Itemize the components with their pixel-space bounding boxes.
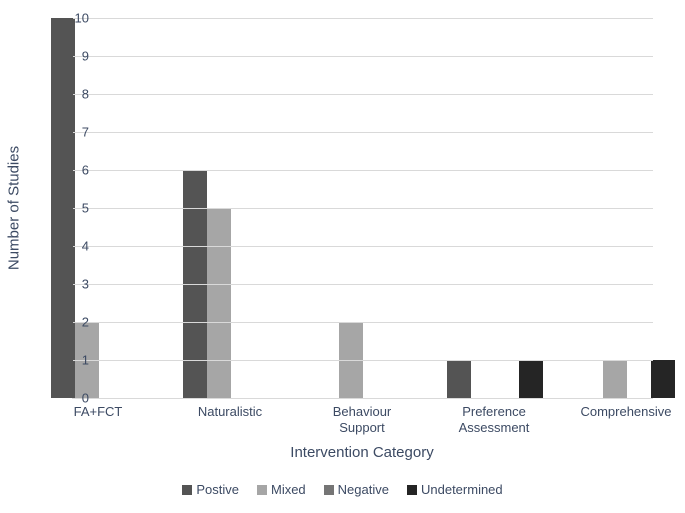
legend-swatch [407, 485, 417, 495]
legend-swatch [182, 485, 192, 495]
bar [207, 208, 231, 398]
y-tick-label: 5 [65, 201, 89, 216]
gridline [73, 132, 653, 133]
legend-label: Negative [338, 482, 389, 497]
bar [519, 360, 543, 398]
legend-item: Mixed [257, 482, 306, 497]
x-axis-label: Intervention Category [72, 444, 652, 461]
gridline [73, 246, 653, 247]
gridline [73, 208, 653, 209]
y-tick-label: 6 [65, 163, 89, 178]
y-tick-label: 8 [65, 87, 89, 102]
y-tick-label: 7 [65, 125, 89, 140]
y-tick-label: 9 [65, 49, 89, 64]
legend-item: Negative [324, 482, 389, 497]
y-tick-label: 4 [65, 239, 89, 254]
gridline [73, 322, 653, 323]
y-tick-label: 1 [65, 353, 89, 368]
legend-swatch [257, 485, 267, 495]
category-label: Naturalistic [182, 404, 278, 420]
gridline [73, 284, 653, 285]
y-tick-label: 3 [65, 277, 89, 292]
legend-item: Undetermined [407, 482, 503, 497]
legend-item: Postive [182, 482, 239, 497]
bar [447, 360, 471, 398]
studies-bar-chart: Number of Studies Intervention Category … [0, 0, 685, 513]
legend-label: Postive [196, 482, 239, 497]
bar [603, 360, 627, 398]
legend-label: Undetermined [421, 482, 503, 497]
y-tick-label: 2 [65, 315, 89, 330]
bar [651, 360, 675, 398]
category-label: Comprehensive [578, 404, 674, 420]
legend-label: Mixed [271, 482, 306, 497]
gridline [73, 18, 653, 19]
gridline [73, 56, 653, 57]
plot-area [72, 18, 653, 399]
gridline [73, 170, 653, 171]
legend: Postive Mixed Negative Undetermined [0, 482, 685, 497]
gridline [73, 94, 653, 95]
y-axis-label: Number of Studies [6, 146, 23, 270]
y-tick-label: 10 [65, 11, 89, 26]
gridline [73, 360, 653, 361]
legend-swatch [324, 485, 334, 495]
category-label: FA+FCT [50, 404, 146, 420]
category-label: Behaviour Support [314, 404, 410, 435]
category-label: Preference Assessment [446, 404, 542, 435]
